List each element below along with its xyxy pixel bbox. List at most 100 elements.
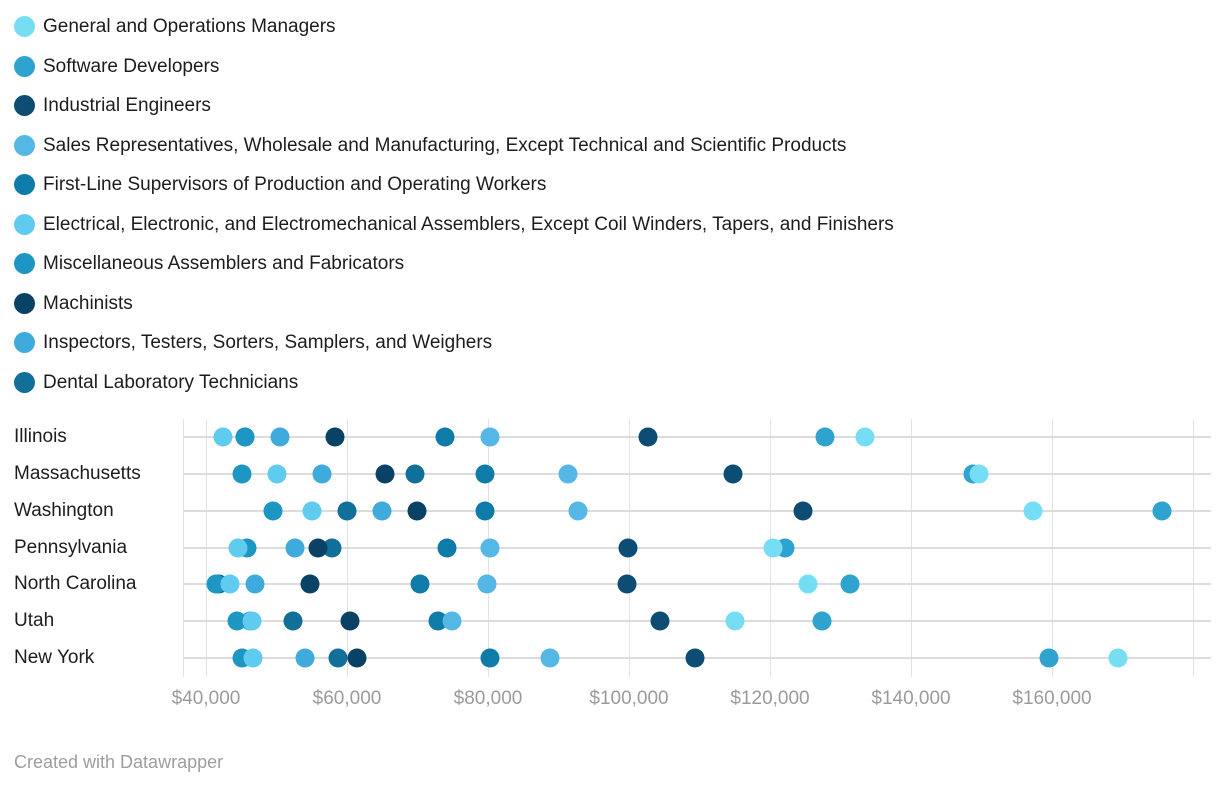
data-point[interactable] — [723, 464, 743, 484]
legend-label: Sales Representatives, Wholesale and Man… — [43, 134, 847, 156]
data-point[interactable] — [840, 574, 860, 594]
legend-swatch-circle-icon — [14, 253, 35, 275]
data-point[interactable] — [228, 538, 248, 558]
data-point[interactable] — [285, 538, 305, 558]
data-point[interactable] — [312, 464, 332, 484]
data-point[interactable] — [410, 574, 430, 594]
data-point[interactable] — [558, 464, 578, 484]
legend-item: Inspectors, Testers, Sorters, Samplers, … — [14, 323, 894, 363]
x-axis-tick-label: $160,000 — [1012, 688, 1092, 709]
data-point[interactable] — [267, 464, 287, 484]
data-point[interactable] — [725, 611, 745, 631]
data-point[interactable] — [1039, 648, 1059, 668]
data-point[interactable] — [793, 501, 813, 521]
data-point[interactable] — [242, 611, 262, 631]
data-point[interactable] — [295, 648, 315, 668]
legend: General and Operations Managers Software … — [14, 7, 894, 402]
y-axis-state-label: New York — [14, 647, 95, 669]
data-point[interactable] — [302, 501, 322, 521]
legend-swatch-circle-icon — [14, 55, 35, 77]
data-point[interactable] — [540, 648, 560, 668]
data-point[interactable] — [213, 427, 233, 447]
x-axis-tick-label: $140,000 — [871, 688, 951, 709]
data-point[interactable] — [235, 427, 255, 447]
data-point[interactable] — [480, 427, 500, 447]
data-point[interactable] — [245, 574, 265, 594]
data-point[interactable] — [243, 648, 263, 668]
data-point[interactable] — [270, 427, 290, 447]
data-point[interactable] — [685, 648, 705, 668]
data-point[interactable] — [347, 648, 367, 668]
data-point[interactable] — [617, 574, 637, 594]
data-point[interactable] — [812, 611, 832, 631]
row-baseline — [183, 436, 1211, 438]
legend-item: Machinists — [14, 284, 894, 324]
data-point[interactable] — [475, 464, 495, 484]
data-point[interactable] — [638, 427, 658, 447]
legend-item: Sales Representatives, Wholesale and Man… — [14, 126, 894, 166]
legend-label: First-Line Supervisors of Production and… — [43, 174, 547, 196]
data-point[interactable] — [475, 501, 495, 521]
x-axis-tick-label: $60,000 — [312, 688, 382, 709]
data-point[interactable] — [815, 427, 835, 447]
x-axis-tick-label: $100,000 — [589, 688, 669, 709]
legend-swatch-circle-icon — [14, 213, 35, 235]
row-baseline — [183, 509, 1211, 512]
y-axis-state-label: Pennsylvania — [14, 536, 128, 558]
data-point[interactable] — [855, 427, 875, 447]
legend-item: First-Line Supervisors of Production and… — [14, 165, 894, 205]
legend-swatch-circle-icon — [14, 134, 35, 156]
data-point[interactable] — [283, 611, 303, 631]
legend-swatch-circle-icon — [14, 95, 35, 117]
data-point[interactable] — [232, 464, 252, 484]
data-point[interactable] — [568, 501, 588, 521]
data-point[interactable] — [340, 611, 360, 631]
legend-label: Inspectors, Testers, Sorters, Samplers, … — [43, 332, 493, 354]
data-point[interactable] — [337, 501, 357, 521]
data-point[interactable] — [322, 538, 342, 558]
legend-label: Software Developers — [43, 55, 220, 77]
y-axis-state-label: North Carolina — [14, 573, 137, 595]
data-point[interactable] — [375, 464, 395, 484]
data-point[interactable] — [300, 574, 320, 594]
data-point[interactable] — [763, 538, 783, 558]
data-point[interactable] — [650, 611, 670, 631]
data-point[interactable] — [1152, 501, 1172, 521]
legend-item: Miscellaneous Assemblers and Fabricators — [14, 244, 894, 284]
data-point[interactable] — [1108, 648, 1128, 668]
y-axis-state-label: Washington — [14, 499, 114, 521]
legend-label: Machinists — [43, 292, 133, 314]
legend-label: Dental Laboratory Technicians — [43, 371, 299, 393]
data-point[interactable] — [263, 501, 283, 521]
legend-label: Industrial Engineers — [43, 95, 211, 117]
data-point[interactable] — [325, 427, 345, 447]
data-point[interactable] — [480, 648, 500, 668]
data-point[interactable] — [220, 574, 240, 594]
data-point[interactable] — [405, 464, 425, 484]
data-point[interactable] — [442, 611, 462, 631]
data-point[interactable] — [969, 464, 989, 484]
row-baseline — [183, 583, 1211, 586]
data-point[interactable] — [372, 501, 392, 521]
data-point[interactable] — [435, 427, 455, 447]
data-point[interactable] — [1023, 501, 1043, 521]
data-point[interactable] — [618, 538, 638, 558]
row-baseline — [183, 472, 1211, 475]
x-axis-tick-label: $120,000 — [730, 688, 810, 709]
legend-label: Electrical, Electronic, and Electromecha… — [43, 213, 894, 235]
legend-swatch-circle-icon — [14, 174, 35, 196]
row-baseline — [183, 546, 1211, 549]
data-point[interactable] — [328, 648, 348, 668]
datawrapper-credit-link[interactable]: Created with Datawrapper — [14, 752, 224, 772]
data-point[interactable] — [437, 538, 457, 558]
y-axis-state-label: Illinois — [14, 426, 67, 447]
data-point[interactable] — [308, 538, 328, 558]
row-baseline — [183, 620, 1211, 623]
data-point[interactable] — [227, 611, 247, 631]
data-point[interactable] — [480, 538, 500, 558]
data-point[interactable] — [477, 574, 497, 594]
legend-label: General and Operations Managers — [43, 16, 336, 38]
data-point[interactable] — [407, 501, 427, 521]
data-point[interactable] — [798, 574, 818, 594]
